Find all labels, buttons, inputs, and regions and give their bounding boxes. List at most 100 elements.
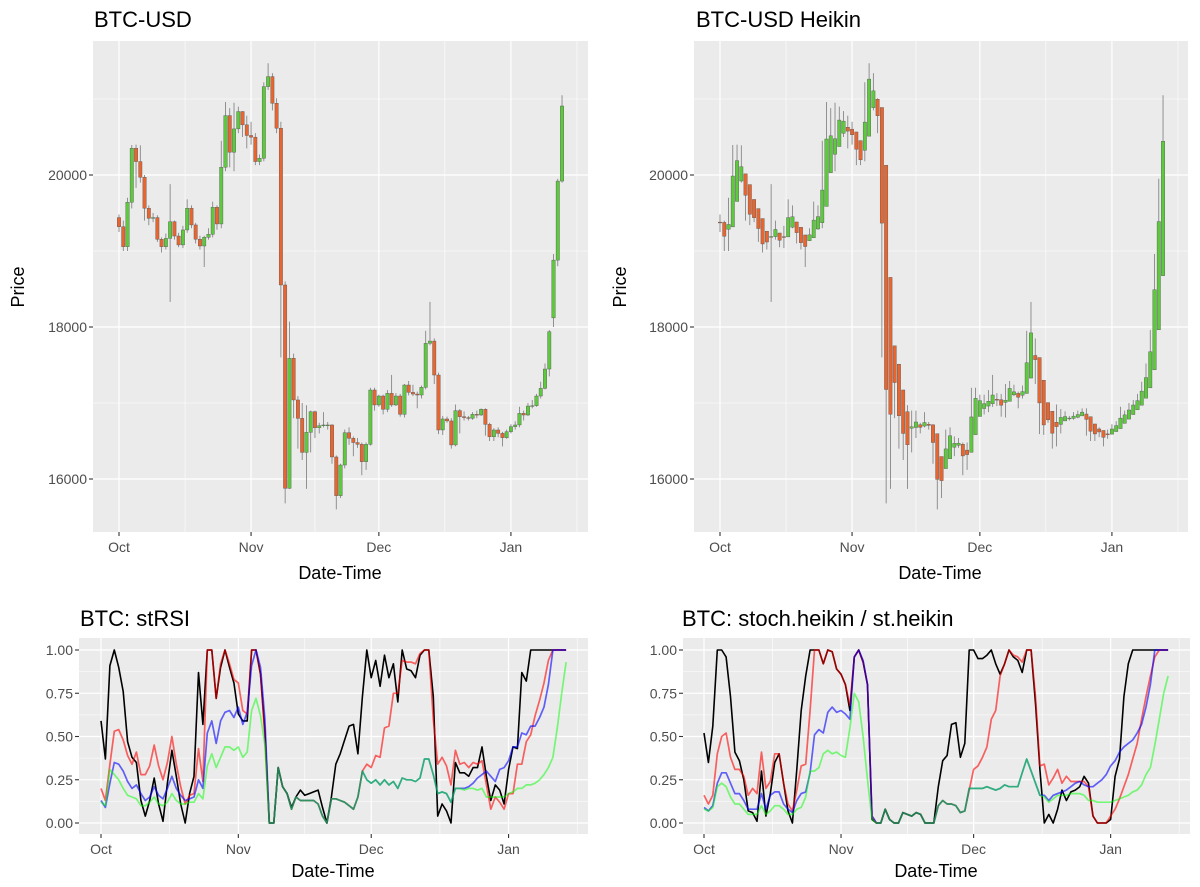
- candle-down: [1092, 423, 1097, 435]
- candle-up: [513, 424, 518, 427]
- x-tick-label: Nov: [829, 841, 854, 857]
- candle-down: [381, 395, 386, 410]
- candle-down: [253, 136, 258, 162]
- candle-down: [760, 218, 765, 245]
- x-tick-label: Dec: [366, 539, 391, 555]
- candle-down: [198, 239, 202, 247]
- candle-down: [884, 165, 889, 390]
- candle-down: [445, 418, 449, 422]
- candle-up: [1144, 377, 1148, 399]
- candle-down: [159, 239, 164, 247]
- y-axis-title-btc-usd: Price: [8, 266, 28, 307]
- candle-down: [1050, 411, 1055, 434]
- candle-up: [1029, 332, 1033, 379]
- candle-down: [291, 358, 296, 401]
- candle-down: [1097, 428, 1102, 433]
- candle-down: [483, 409, 488, 425]
- candle-up: [982, 403, 987, 409]
- candle-down: [155, 217, 160, 240]
- candle-up: [151, 217, 155, 219]
- candle-up: [419, 387, 424, 396]
- candle-up: [837, 119, 842, 147]
- candle-up: [1012, 391, 1016, 396]
- candle-down: [138, 161, 143, 178]
- plot-background: [93, 41, 588, 532]
- y-tick-label: 0.75: [650, 685, 677, 701]
- y-tick-label: 16000: [649, 471, 688, 487]
- candle-down: [960, 444, 965, 457]
- x-tick-label: Dec: [967, 539, 992, 555]
- candle-up: [560, 105, 564, 182]
- candle-down: [398, 395, 403, 415]
- candle-up: [180, 229, 185, 246]
- candle-up: [790, 216, 795, 228]
- candle-down: [1054, 421, 1059, 427]
- x-axis-title-strsi: Date-Time: [291, 861, 374, 881]
- candle-up: [952, 443, 957, 448]
- candle-up: [1118, 417, 1123, 429]
- candle-up: [811, 219, 816, 238]
- candle-up: [909, 426, 914, 429]
- candle-down: [756, 208, 761, 229]
- y-tick-label: 0.00: [46, 815, 73, 831]
- candle-down: [799, 227, 803, 243]
- candle-down: [411, 392, 415, 395]
- candle-down: [313, 411, 317, 428]
- candle-up: [543, 368, 547, 389]
- candle-down: [432, 340, 437, 376]
- candle-up: [990, 394, 995, 404]
- candle-down: [457, 410, 462, 417]
- candle-down: [436, 374, 441, 431]
- candle-down: [1105, 433, 1110, 435]
- candle-up: [1071, 415, 1076, 419]
- candle-up: [1075, 414, 1080, 418]
- candle-down: [845, 127, 850, 132]
- x-tick-label: Nov: [226, 841, 251, 857]
- candle-up: [551, 259, 556, 319]
- candle-up: [726, 224, 731, 230]
- candle-up: [385, 393, 390, 410]
- candle-down: [718, 221, 722, 224]
- candle-up: [168, 221, 173, 239]
- candle-down: [347, 432, 351, 439]
- candle-up: [1161, 141, 1165, 276]
- candle-up: [820, 189, 825, 223]
- candle-down: [892, 345, 897, 383]
- candle-down: [858, 140, 863, 161]
- y-tick-label: 0.50: [650, 729, 677, 745]
- candle-down: [496, 429, 501, 434]
- candle-up: [969, 416, 974, 453]
- candle-up: [428, 340, 432, 344]
- candle-up: [210, 207, 215, 235]
- candle-down: [918, 424, 923, 428]
- candle-down: [189, 208, 194, 226]
- candle-up: [223, 115, 228, 168]
- candle-up: [1063, 416, 1067, 422]
- candle-down: [1101, 430, 1106, 438]
- candle-up: [816, 216, 820, 230]
- y-tick-label: 0.25: [46, 772, 73, 788]
- candle-down: [1016, 393, 1021, 398]
- y-tick-label: 0.75: [46, 685, 73, 701]
- candle-down: [1084, 413, 1089, 420]
- candle-down: [462, 416, 466, 418]
- candle-down: [296, 399, 300, 419]
- candle-down: [521, 413, 526, 416]
- candle-down: [764, 231, 769, 243]
- candle-up: [977, 400, 982, 417]
- candle-down: [330, 424, 334, 458]
- candle-up: [862, 121, 867, 151]
- candle-up: [1152, 289, 1157, 371]
- panel-btc-usd: 16000 18000 20000 Oct Nov Dec Jan: [48, 41, 588, 555]
- candle-down: [995, 399, 999, 401]
- x-tick-label: Oct: [90, 841, 112, 857]
- candle-up: [948, 435, 952, 459]
- x-tick-label: Jan: [1101, 539, 1124, 555]
- candle-down: [850, 128, 854, 135]
- candle-down: [935, 433, 940, 480]
- x-tick-label: Nov: [239, 539, 264, 555]
- candle-up: [440, 418, 445, 431]
- candle-up: [1127, 409, 1131, 420]
- candle-down: [782, 236, 786, 238]
